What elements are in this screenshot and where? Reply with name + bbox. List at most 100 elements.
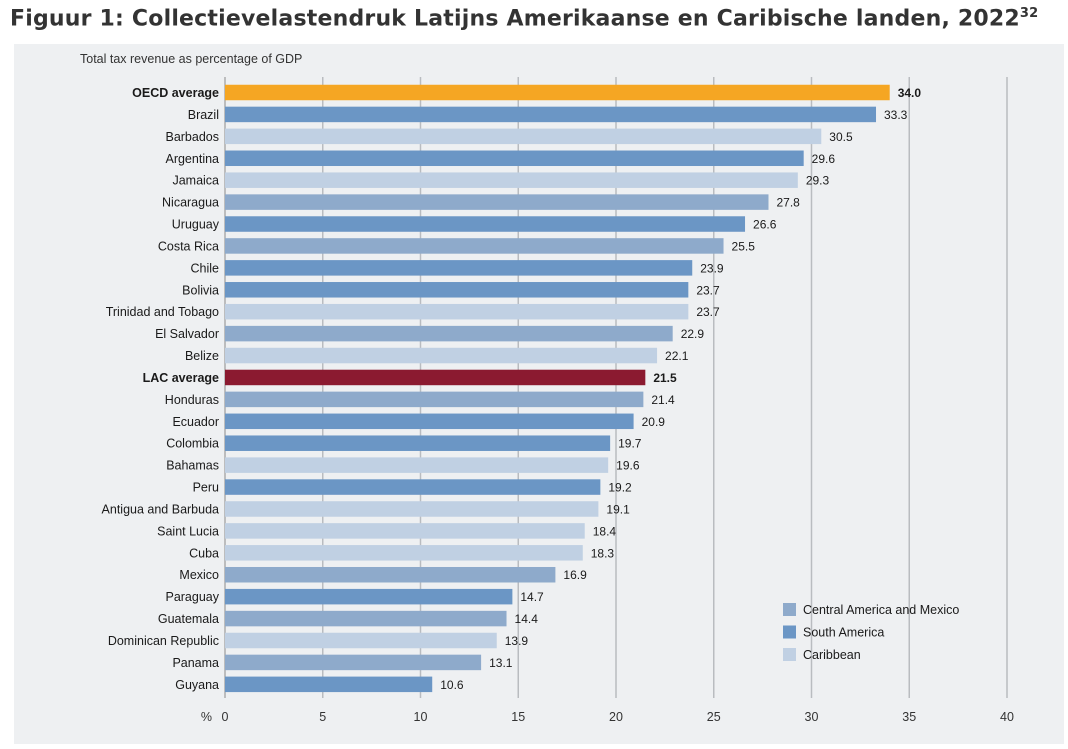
value-label-bahamas: 19.6 xyxy=(616,459,640,473)
category-label-oecd-average: OECD average xyxy=(132,86,219,100)
value-label-nicaragua: 27.8 xyxy=(776,196,800,210)
value-label-dominican-republic: 13.9 xyxy=(505,634,529,648)
category-label-uruguay: Uruguay xyxy=(172,218,220,232)
legend-swatch-caribbean xyxy=(783,648,796,661)
bar-lac-average xyxy=(225,369,646,386)
x-tick-label-25: 25 xyxy=(707,710,721,724)
value-label-costa-rica: 25.5 xyxy=(732,239,756,253)
bar-guyana xyxy=(225,676,433,693)
bar-antigua-and-barbuda xyxy=(225,501,599,517)
value-label-ecuador: 20.9 xyxy=(642,415,666,429)
x-tick-label-35: 35 xyxy=(902,710,916,724)
category-label-bolivia: Bolivia xyxy=(182,283,219,297)
category-label-nicaragua: Nicaragua xyxy=(162,196,219,210)
value-label-panama: 13.1 xyxy=(489,656,513,670)
category-label-ecuador: Ecuador xyxy=(172,415,219,429)
category-label-antigua-and-barbuda: Antigua and Barbuda xyxy=(102,502,220,516)
bar-el-salvador xyxy=(225,325,673,342)
value-label-chile: 23.9 xyxy=(700,261,724,275)
value-label-bolivia: 23.7 xyxy=(696,283,720,297)
legend-swatch-south-america xyxy=(783,625,796,639)
x-tick-label-0: 0 xyxy=(222,710,229,724)
category-label-panama: Panama xyxy=(172,656,219,670)
value-label-jamaica: 29.3 xyxy=(806,174,830,188)
value-label-honduras: 21.4 xyxy=(651,393,675,407)
legend-label-central-america-and-mexico: Central America and Mexico xyxy=(803,603,959,617)
bar-cuba xyxy=(225,545,583,561)
value-label-saint-lucia: 18.4 xyxy=(593,524,617,538)
bar-oecd-average xyxy=(225,84,890,101)
value-label-lac-average: 21.5 xyxy=(653,371,677,385)
value-label-antigua-and-barbuda: 19.1 xyxy=(606,502,630,516)
value-label-el-salvador: 22.9 xyxy=(681,327,705,341)
legend-label-south-america: South America xyxy=(803,626,884,640)
x-tick-label-15: 15 xyxy=(511,710,525,724)
bar-guatemala xyxy=(225,610,507,627)
category-label-guatemala: Guatemala xyxy=(158,612,219,626)
value-label-belize: 22.1 xyxy=(665,349,689,363)
bar-brazil xyxy=(225,106,877,123)
category-label-mexico: Mexico xyxy=(179,568,219,582)
x-tick-label-40: 40 xyxy=(1000,710,1014,724)
bar-barbados xyxy=(225,128,822,145)
chart-subtitle: Total tax revenue as percentage of GDP xyxy=(80,52,302,66)
bar-belize xyxy=(225,347,658,364)
category-label-peru: Peru xyxy=(193,481,219,495)
x-tick-label-30: 30 xyxy=(805,710,819,724)
category-label-jamaica: Jamaica xyxy=(172,174,219,188)
category-label-trinidad-and-tobago: Trinidad and Tobago xyxy=(106,305,219,319)
value-label-paraguay: 14.7 xyxy=(520,590,544,604)
bar-peru xyxy=(225,479,601,495)
x-tick-label-20: 20 xyxy=(609,710,623,724)
bars-group: OECD average 34.0 Brazil 33.3 Barbados 30.5 Ar… xyxy=(102,84,922,693)
bar-uruguay xyxy=(225,216,746,232)
value-label-brazil: 33.3 xyxy=(884,108,908,122)
category-label-cuba: Cuba xyxy=(189,546,219,560)
value-label-guyana: 10.6 xyxy=(440,678,464,692)
bar-nicaragua xyxy=(225,194,769,210)
x-axis-unit-label: % xyxy=(201,710,212,724)
category-label-paraguay: Paraguay xyxy=(165,590,219,604)
value-label-mexico: 16.9 xyxy=(563,568,587,582)
value-label-guatemala: 14.4 xyxy=(515,612,539,626)
category-label-belize: Belize xyxy=(185,349,219,363)
category-label-guyana: Guyana xyxy=(175,678,219,692)
bar-bolivia xyxy=(225,282,689,298)
category-label-lac-average: LAC average xyxy=(143,371,219,385)
bar-jamaica xyxy=(225,172,798,188)
category-label-honduras: Honduras xyxy=(165,393,219,407)
value-label-colombia: 19.7 xyxy=(618,437,642,451)
value-label-trinidad-and-tobago: 23.7 xyxy=(696,305,720,319)
x-tick-label-10: 10 xyxy=(414,710,428,724)
bar-trinidad-and-tobago xyxy=(225,303,689,320)
bar-panama xyxy=(225,654,482,671)
bar-bahamas xyxy=(225,457,609,473)
value-label-barbados: 30.5 xyxy=(829,130,853,144)
category-label-costa-rica: Costa Rica xyxy=(158,239,219,253)
legend-label-caribbean: Caribbean xyxy=(803,648,861,662)
category-label-barbados: Barbados xyxy=(165,130,219,144)
value-label-oecd-average: 34.0 xyxy=(898,86,922,100)
bar-mexico xyxy=(225,566,556,583)
bar-saint-lucia xyxy=(225,523,585,539)
bar-colombia xyxy=(225,435,611,451)
chart-panel: Total tax revenue as percentage of GDP O… xyxy=(14,44,1064,744)
category-label-dominican-republic: Dominican Republic xyxy=(108,634,219,648)
bar-costa-rica xyxy=(225,238,724,254)
value-label-argentina: 29.6 xyxy=(812,152,836,166)
value-label-cuba: 18.3 xyxy=(591,546,615,560)
figure-title: Figuur 1: Collectievelastendruk Latijns … xyxy=(10,6,1060,42)
bar-ecuador xyxy=(225,413,634,430)
category-label-argentina: Argentina xyxy=(165,152,219,166)
legend: Central America and Mexico South America C… xyxy=(783,603,959,662)
category-label-el-salvador: El Salvador xyxy=(155,327,219,341)
bar-chart: Total tax revenue as percentage of GDP O… xyxy=(80,52,1014,724)
category-label-bahamas: Bahamas xyxy=(166,459,219,473)
legend-swatch-central-america-and-mexico xyxy=(783,603,796,616)
category-label-saint-lucia: Saint Lucia xyxy=(157,524,219,538)
x-axis: % 0 5 10 15 20 25 30 35 40 xyxy=(201,710,1014,724)
category-label-chile: Chile xyxy=(191,261,220,275)
figure-title-text: Figuur 1: Collectievelastendruk Latijns … xyxy=(10,6,1020,32)
category-label-colombia: Colombia xyxy=(166,437,219,451)
bar-argentina xyxy=(225,150,804,167)
